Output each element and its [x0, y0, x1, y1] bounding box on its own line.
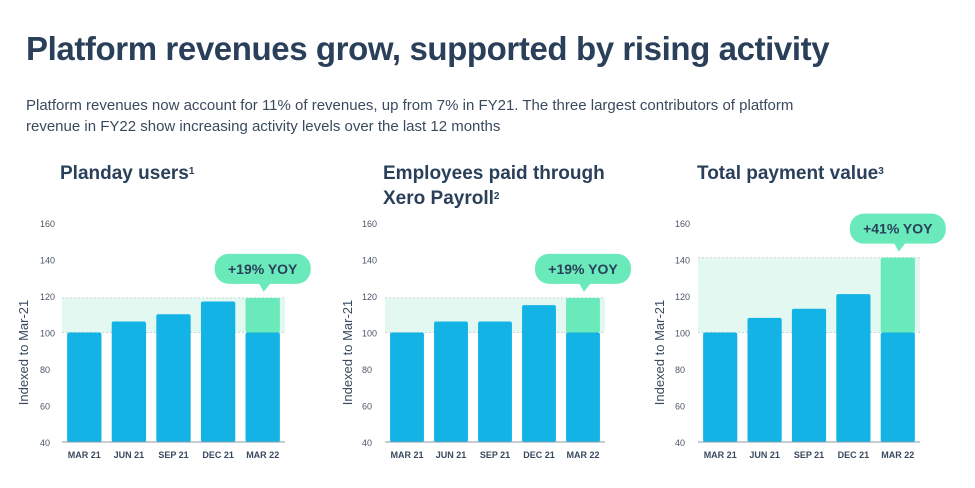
x-tick-label: MAR 21 [390, 450, 423, 460]
chart-3: 40 60 80 100 120 140 160 Indexed to Mar-21 MAR 2… [652, 213, 946, 460]
page-subtitle: Platform revenues now account for 11% of… [26, 97, 794, 135]
y-tick-label: 100 [675, 329, 690, 339]
y-tick-label: 60 [675, 402, 685, 412]
yoy-callout: +19% YOY [214, 253, 311, 292]
footnote-marker: 1 [188, 166, 195, 177]
yoy-callout: +41% YOY [849, 213, 946, 252]
footnote-marker: 3 [878, 166, 884, 177]
x-tick-label: MAR 21 [704, 450, 737, 460]
x-tick-label: MAR 21 [68, 450, 101, 460]
bar-dec-21 [836, 294, 871, 442]
chart-title-text: Employees paid through [383, 163, 605, 184]
bar-mar-22 [245, 332, 280, 442]
y-tick-label: 120 [40, 292, 55, 302]
y-tick-label: 60 [362, 402, 372, 412]
callout-text: +41% YOY [863, 221, 933, 237]
x-tick-label: SEP 21 [480, 450, 510, 460]
x-tick-label: JUN 21 [749, 450, 780, 460]
y-tick-label: 60 [40, 402, 50, 412]
y-tick-label: 40 [40, 438, 50, 448]
y-tick-label: 160 [362, 219, 377, 229]
y-tick-label: 120 [362, 292, 377, 302]
x-tick-label: MAR 22 [881, 450, 914, 460]
bar-dec-21 [200, 301, 236, 442]
bar-growth-segment [245, 297, 280, 333]
chart-2: 40 60 80 100 120 140 160 Indexed to Mar-21 MAR 2… [340, 219, 631, 460]
bar-jun-21 [434, 321, 468, 442]
callout-text: +19% YOY [548, 261, 618, 277]
callout-bubble [535, 253, 631, 284]
y-axis-label: Indexed to Mar-21 [16, 300, 31, 406]
chart-title-payment-value: Total payment value3 [697, 161, 884, 186]
bar-mar-21 [67, 332, 102, 442]
callout-bubble [214, 253, 311, 284]
bar-mar-21 [390, 332, 424, 442]
y-tick-label: 140 [675, 256, 690, 266]
x-tick-label: SEP 21 [158, 450, 188, 460]
callout-pointer [258, 282, 271, 292]
x-tick-label: SEP 21 [794, 450, 824, 460]
y-tick-label: 100 [40, 329, 55, 339]
bar-sep-21 [156, 314, 191, 442]
y-tick-label: 80 [362, 365, 372, 375]
page-title: Platform revenues grow, supported by ris… [26, 30, 830, 67]
y-tick-label: 80 [675, 365, 685, 375]
bar-dec-21 [522, 305, 556, 442]
chart-title-payroll: Employees paid through Xero Payroll2 [383, 161, 605, 211]
chart-1: 40 60 80 100 120 140 160 Indexed to Mar-21 MAR 2… [16, 219, 311, 460]
bar-growth-segment [880, 257, 915, 333]
bar-mar-22 [566, 332, 600, 442]
bar-mar-22 [880, 332, 915, 442]
y-tick-label: 120 [675, 292, 690, 302]
chart-title-text: Planday users [60, 163, 189, 184]
chart-title-planday: Planday users1 [60, 161, 194, 186]
bar-mar-21 [703, 332, 738, 442]
y-tick-label: 140 [40, 256, 55, 266]
y-tick-label: 40 [675, 438, 685, 448]
x-tick-label: MAR 22 [246, 450, 279, 460]
bar-sep-21 [791, 308, 827, 442]
bar-jun-21 [111, 321, 147, 442]
bar-sep-21 [478, 321, 512, 442]
x-tick-label: DEC 21 [523, 450, 555, 460]
callout-text: +19% YOY [228, 261, 298, 277]
bar-jun-21 [747, 317, 782, 442]
y-tick-label: 140 [362, 256, 377, 266]
x-tick-label: JUN 21 [436, 450, 467, 460]
y-tick-label: 160 [675, 219, 690, 229]
callout-bubble [849, 213, 946, 244]
bar-growth-segment [566, 297, 600, 333]
x-tick-label: MAR 22 [566, 450, 599, 460]
chart-title-text-line2: Xero Payroll [383, 188, 494, 209]
y-axis-label: Indexed to Mar-21 [340, 300, 355, 406]
yoy-callout: +19% YOY [535, 253, 631, 292]
y-tick-label: 80 [40, 365, 50, 375]
footnote-marker: 2 [493, 191, 500, 202]
y-tick-label: 40 [362, 438, 372, 448]
x-tick-label: DEC 21 [202, 450, 234, 460]
callout-pointer [579, 282, 591, 292]
callout-pointer [893, 242, 906, 252]
x-tick-label: DEC 21 [838, 450, 870, 460]
x-tick-label: JUN 21 [114, 450, 145, 460]
y-axis-label: Indexed to Mar-21 [652, 300, 667, 406]
chart-title-text: Total payment value [697, 163, 879, 184]
y-tick-label: 100 [362, 329, 377, 339]
y-tick-label: 160 [40, 219, 55, 229]
